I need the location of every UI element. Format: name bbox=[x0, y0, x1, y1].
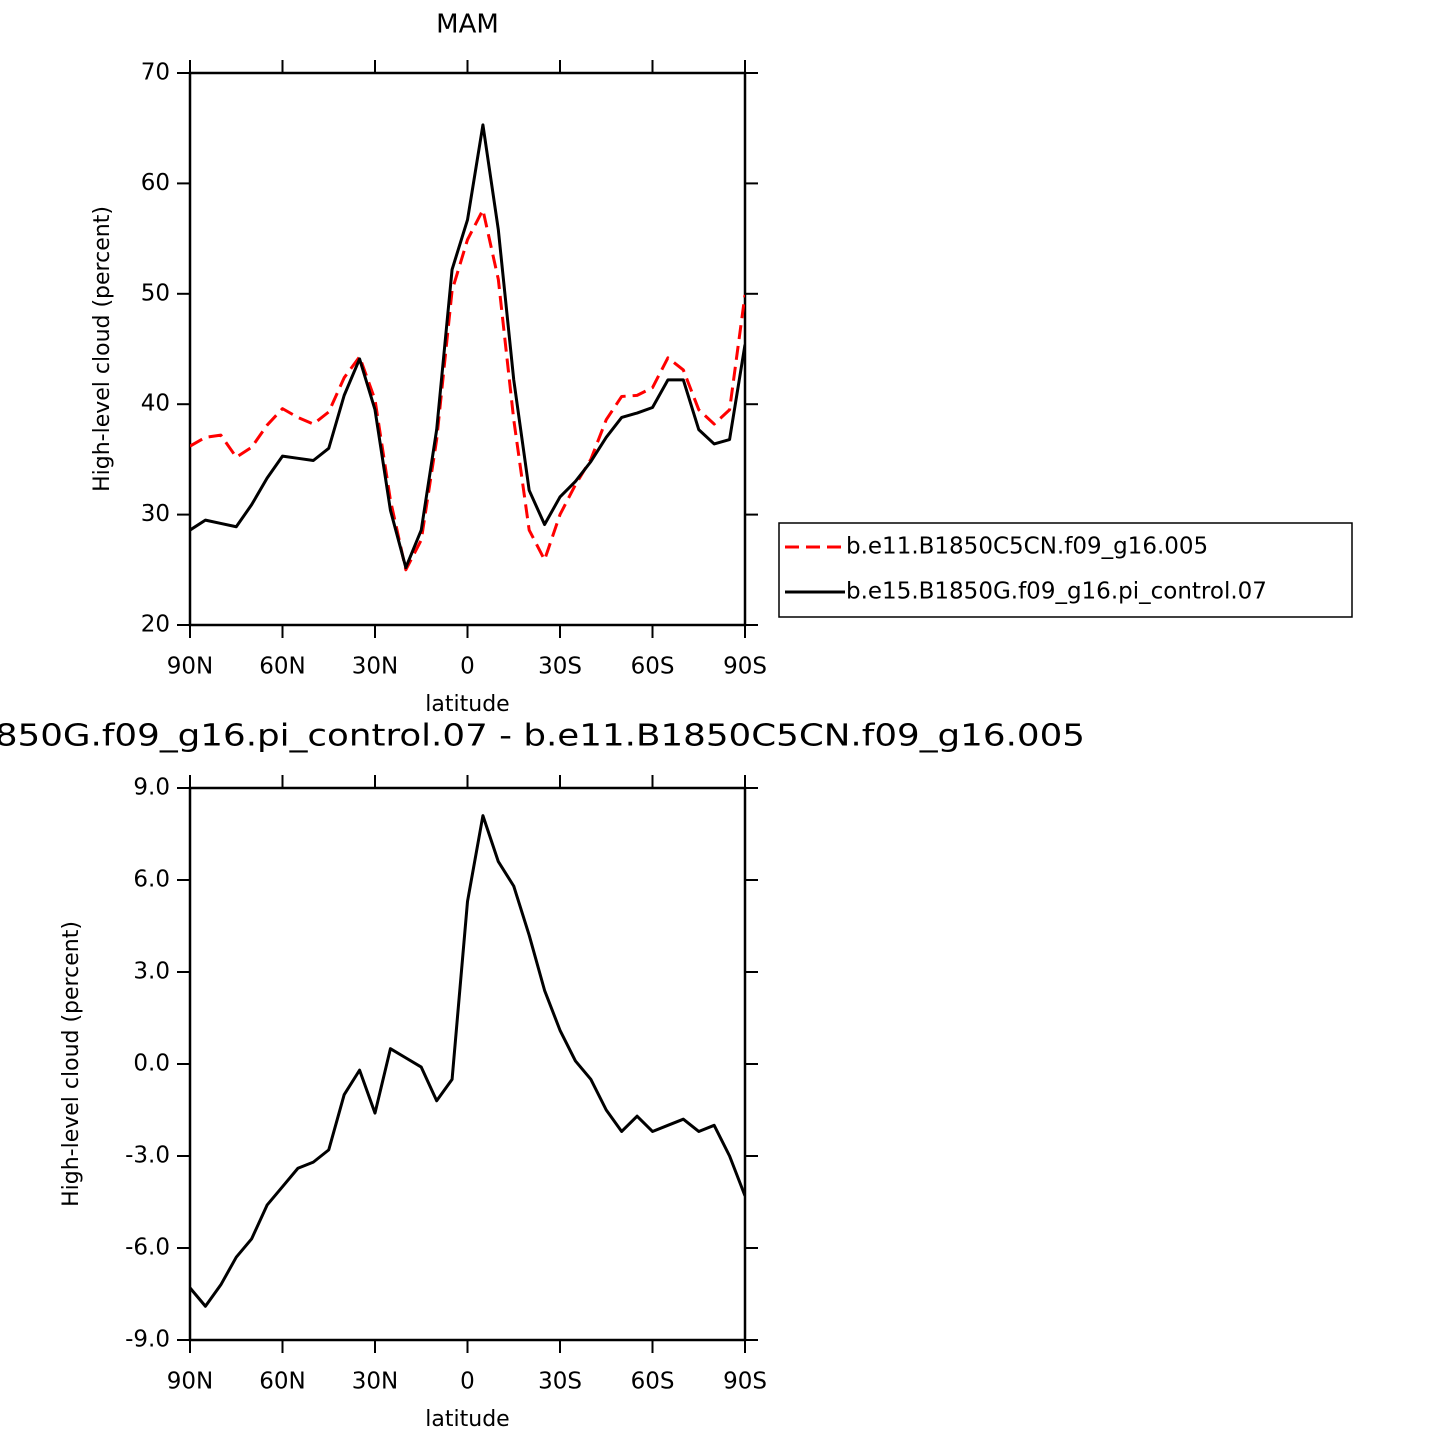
x-tick-label: 90S bbox=[723, 1369, 767, 1395]
x-tick-label: 90S bbox=[723, 654, 767, 680]
y-axis-label: High-level cloud (percent) bbox=[59, 921, 84, 1207]
x-tick-label: 60S bbox=[631, 654, 675, 680]
x-tick-label: 60N bbox=[259, 1369, 305, 1395]
y-tick-label: -3.0 bbox=[125, 1143, 170, 1169]
y-axis-label: High-level cloud (percent) bbox=[90, 206, 115, 492]
x-tick-label: 30S bbox=[538, 654, 582, 680]
y-tick-label: 0.0 bbox=[133, 1051, 170, 1077]
plot-frame bbox=[188, 786, 747, 1342]
series-line bbox=[190, 208, 745, 572]
legend-label: b.e15.B1850G.f09_g16.pi_control.07 bbox=[846, 579, 1267, 605]
y-tick-label: -9.0 bbox=[125, 1327, 170, 1353]
x-tick-label: 30N bbox=[352, 654, 398, 680]
series-line bbox=[190, 123, 745, 570]
x-tick-label: 30S bbox=[538, 1369, 582, 1395]
y-tick-label: 9.0 bbox=[133, 775, 170, 801]
legend-box bbox=[778, 522, 1353, 618]
x-tick-label: 30N bbox=[352, 1369, 398, 1395]
y-tick-label: 50 bbox=[141, 280, 170, 306]
x-tick-label: 90N bbox=[167, 654, 213, 680]
y-tick-label: 20 bbox=[141, 612, 170, 638]
y-tick-label: 3.0 bbox=[133, 959, 170, 985]
x-tick-label: 90N bbox=[167, 1369, 213, 1395]
x-axis-label: latitude bbox=[425, 1407, 509, 1432]
y-tick-label: 30 bbox=[141, 501, 170, 527]
x-tick-label: 60N bbox=[259, 654, 305, 680]
series-line bbox=[190, 814, 745, 1308]
y-tick-label: 70 bbox=[141, 60, 170, 86]
chart-title: b.e15.B1850G.f09_g16.pi_control.07 - b.e… bbox=[0, 719, 1085, 754]
plot-frame bbox=[188, 71, 747, 627]
x-tick-label: 0 bbox=[460, 1369, 475, 1395]
chart-title: MAM bbox=[436, 10, 499, 40]
legend-label: b.e11.B1850C5CN.f09_g16.005 bbox=[846, 534, 1208, 560]
y-tick-label: 40 bbox=[141, 391, 170, 417]
x-axis-label: latitude bbox=[425, 692, 509, 717]
y-tick-label: 60 bbox=[141, 170, 170, 196]
x-tick-label: 60S bbox=[631, 1369, 675, 1395]
y-tick-label: -6.0 bbox=[125, 1235, 170, 1261]
x-tick-label: 0 bbox=[460, 654, 475, 680]
y-tick-label: 6.0 bbox=[133, 867, 170, 893]
